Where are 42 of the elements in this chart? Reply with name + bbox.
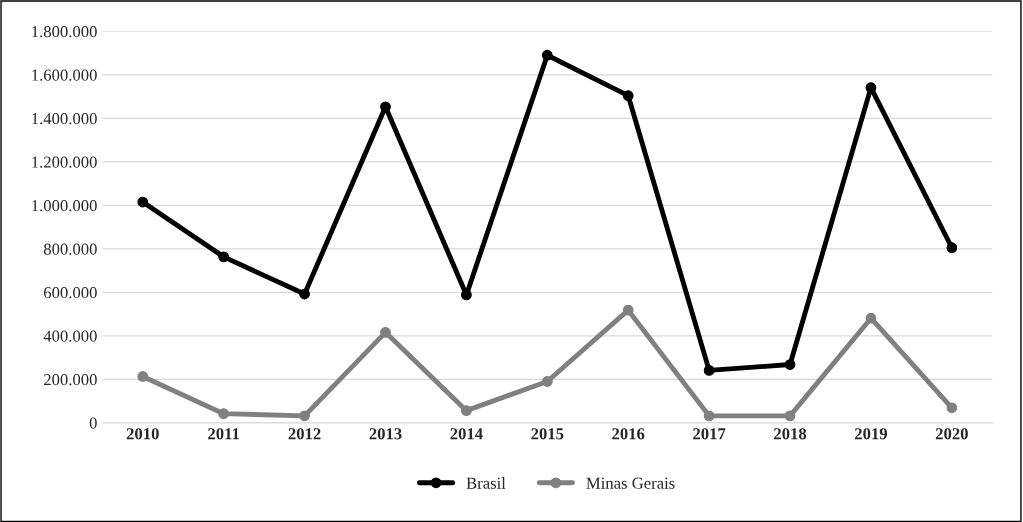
x-tick-label: 2019 bbox=[854, 428, 888, 440]
x-tick-label: 2011 bbox=[208, 428, 240, 440]
point bbox=[946, 242, 958, 254]
x-tick-label: 2013 bbox=[369, 428, 402, 440]
x-tick-label: 2020 bbox=[935, 428, 968, 440]
x-tick-label: 2018 bbox=[774, 428, 807, 440]
point bbox=[380, 326, 391, 338]
x-tick-label: 2014 bbox=[450, 428, 483, 440]
point bbox=[946, 402, 958, 414]
x-tick-label: 2015 bbox=[531, 428, 564, 440]
y-tick-label: 200.000 bbox=[44, 374, 97, 386]
point bbox=[218, 251, 230, 263]
point bbox=[784, 410, 796, 422]
point bbox=[461, 405, 472, 417]
y-tick-label: 1.200.000 bbox=[32, 156, 97, 168]
point bbox=[137, 196, 149, 208]
legend-label: Minas Gerais bbox=[586, 477, 675, 489]
x-tick-label: 2012 bbox=[288, 428, 321, 440]
y-tick-label: 1.800.000 bbox=[32, 26, 97, 38]
y-tick-label: 400.000 bbox=[43, 330, 97, 342]
y-tick-label: 1.400.000 bbox=[32, 113, 97, 125]
point bbox=[865, 312, 877, 324]
y-tick-label: 0 bbox=[89, 417, 97, 429]
point bbox=[703, 410, 715, 422]
point bbox=[784, 359, 796, 370]
y-tick-label: 600.000 bbox=[43, 287, 97, 299]
point bbox=[137, 371, 149, 382]
x-tick-label: 2010 bbox=[126, 428, 159, 440]
x-tick-label: 2017 bbox=[693, 428, 726, 440]
point bbox=[299, 288, 310, 300]
point bbox=[541, 376, 553, 387]
point bbox=[622, 90, 634, 102]
y-tick-label: 1.600.000 bbox=[32, 69, 97, 81]
point bbox=[541, 49, 553, 61]
legend-label: Brasil bbox=[466, 477, 506, 489]
point bbox=[622, 304, 634, 316]
point bbox=[218, 408, 230, 420]
x-tick-label: 2016 bbox=[612, 428, 645, 440]
point bbox=[703, 365, 715, 376]
point bbox=[299, 410, 310, 422]
y-tick-label: 1.000.000 bbox=[32, 200, 97, 212]
y-tick-label: 800.000 bbox=[43, 243, 97, 255]
